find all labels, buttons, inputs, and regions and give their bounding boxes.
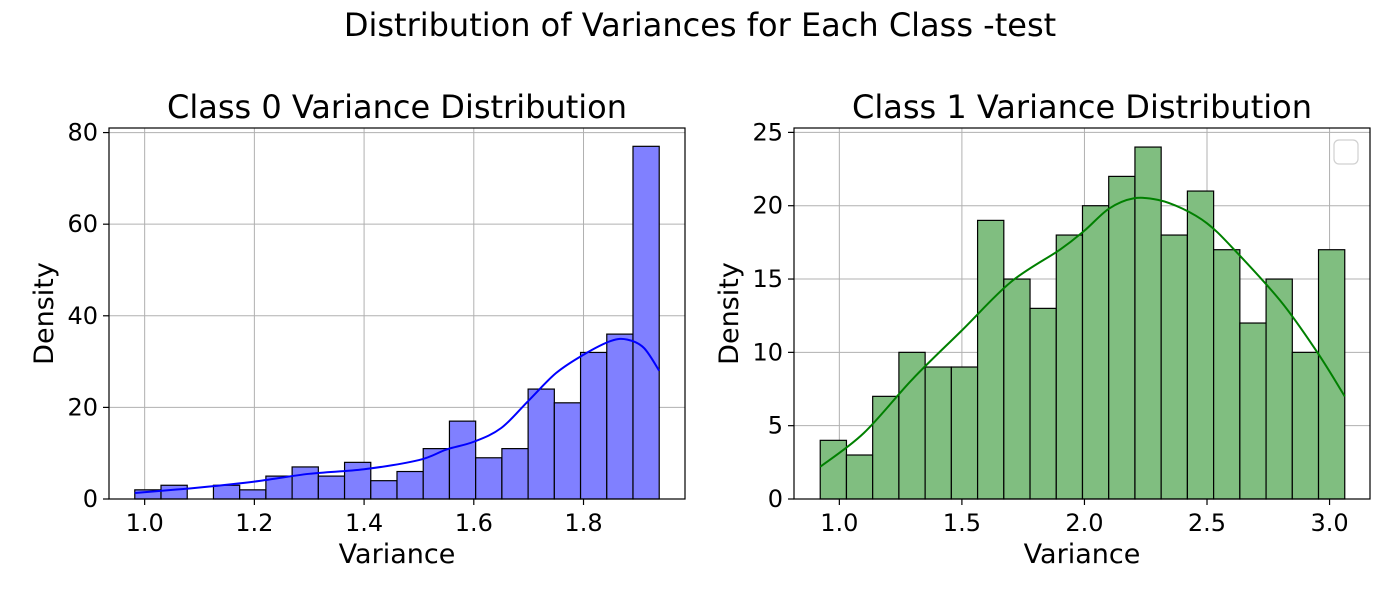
histogram-bar [1160, 234, 1188, 500]
y-tick-label: 20 [67, 393, 98, 421]
histogram-bar [527, 388, 555, 500]
x-tick-label: 3.0 [1310, 509, 1348, 537]
histogram-bar [1239, 322, 1267, 500]
y-tick-label: 5 [768, 412, 783, 440]
histogram-bar [1265, 278, 1293, 500]
histogram-bar [212, 484, 241, 500]
histogram-bar [579, 351, 608, 500]
x-tick-label: 1.6 [455, 509, 493, 537]
x-axis-label: Variance [1024, 539, 1141, 570]
histogram-bar [845, 454, 874, 500]
kde-line [819, 196, 1346, 468]
y-tick-label: 80 [67, 119, 98, 147]
histogram-bar [976, 219, 1005, 500]
histogram-bar [553, 402, 582, 500]
x-tick-label: 1.8 [564, 509, 602, 537]
y-axis-label: Density [29, 262, 60, 365]
histogram-bar [160, 484, 188, 500]
histogram-bar [950, 366, 979, 500]
histogram-bar [1291, 351, 1320, 500]
chart-title: Class 1 Variance Distribution [852, 88, 1312, 126]
x-tick-label: 1.0 [126, 509, 164, 537]
x-axis-label: Variance [339, 539, 456, 570]
axes-frame [793, 127, 1371, 500]
histogram-bar [475, 457, 503, 500]
histogram-bar [370, 480, 398, 500]
x-tick-label: 2.5 [1188, 509, 1226, 537]
y-tick-label: 20 [752, 192, 783, 220]
x-tick-label: 1.2 [235, 509, 273, 537]
histogram-bar [632, 145, 660, 500]
histogram-bar [924, 366, 952, 500]
histogram-bar [1081, 205, 1110, 500]
x-tick-label: 1.0 [820, 509, 858, 537]
histogram-bar [1213, 249, 1241, 500]
histogram-bar [343, 461, 372, 500]
histogram-bar [317, 475, 346, 500]
y-tick-label: 25 [752, 118, 783, 146]
histogram-bar [1055, 234, 1084, 500]
x-tick-label: 1.4 [345, 509, 383, 537]
axes-frame [108, 127, 686, 500]
histogram-bar [448, 420, 477, 500]
y-tick-label: 10 [752, 338, 783, 366]
chart-panel-1: 1.0 1.5 2.0 2.5 3.0 0 5 10 15 20 25 Class 1 Varianc… [714, 88, 1371, 570]
histogram-bar [291, 466, 319, 500]
kde-line [134, 337, 661, 495]
histogram-bar [239, 489, 267, 500]
histogram-bar [1108, 175, 1136, 500]
y-tick-label: 0 [768, 485, 783, 513]
y-tick-label: 0 [83, 485, 98, 513]
histogram-bar [898, 351, 926, 500]
y-tick-label: 40 [67, 302, 98, 330]
histogram-bar [1003, 278, 1031, 500]
y-tick-label: 15 [752, 265, 783, 293]
x-tick-label: 1.5 [943, 509, 981, 537]
histogram-bar [501, 448, 529, 500]
y-axis-label: Density [714, 262, 745, 365]
chart-title: Class 0 Variance Distribution [167, 88, 627, 126]
histogram-bar [422, 448, 451, 500]
legend-box [1333, 139, 1359, 165]
histogram-bar [606, 333, 634, 500]
histogram-bar [1186, 190, 1215, 500]
chart-panel-0: 1.0 1.2 1.4 1.6 1.8 0 20 40 60 80 Class 0 Variance… [29, 88, 686, 570]
histogram-bar [396, 470, 424, 500]
histogram-bar [819, 439, 848, 500]
y-tick-label: 60 [67, 210, 98, 238]
histogram-bar [1029, 307, 1057, 500]
x-tick-label: 2.0 [1065, 509, 1103, 537]
histogram-bar [872, 395, 900, 500]
figure-suptitle: Distribution of Variances for Each Class… [343, 6, 1057, 44]
